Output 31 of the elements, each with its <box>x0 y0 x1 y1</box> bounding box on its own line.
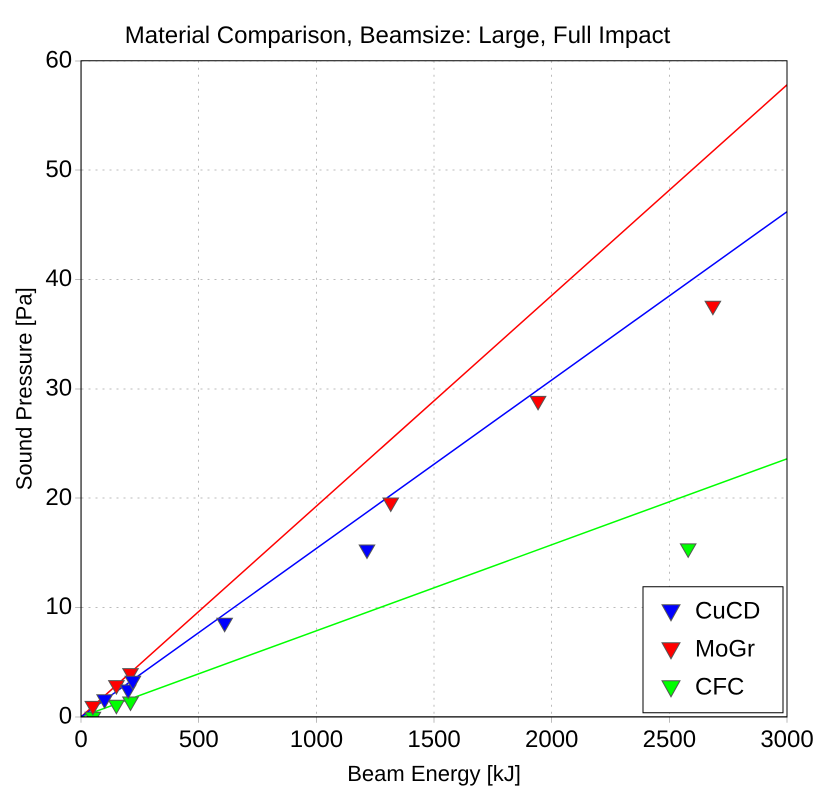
point <box>122 696 139 711</box>
point <box>382 498 400 512</box>
point <box>108 680 125 695</box>
point <box>96 694 113 709</box>
point <box>358 544 376 560</box>
point <box>108 700 125 714</box>
point <box>216 618 233 632</box>
y-tick-label: 20 <box>45 484 72 511</box>
x-tick-label: 1500 <box>407 726 461 753</box>
y-tick-label: 10 <box>45 593 72 620</box>
point <box>704 300 722 316</box>
point <box>124 676 142 690</box>
point <box>84 700 102 716</box>
x-tick-label: 3000 <box>760 726 814 753</box>
y-tick-label: 60 <box>45 46 72 74</box>
x-tick-label: 1000 <box>290 726 344 753</box>
x-axis-title: Beam Energy [kJ] <box>347 760 521 786</box>
y-axis-title: Sound Pressure [Pa] <box>11 287 36 490</box>
y-tick-label: 50 <box>45 156 72 183</box>
y-tick-label: 40 <box>45 265 72 292</box>
legend-label: CFC <box>695 673 744 700</box>
point <box>530 396 546 410</box>
x-tick-label: 2000 <box>525 726 578 753</box>
legend-label: CuCD <box>695 597 760 624</box>
chart-title: Material Comparison, Beamsize: Large, Full Impact <box>124 22 671 50</box>
y-tick-label: 0 <box>58 702 72 730</box>
x-tick-label: 500 <box>178 726 219 753</box>
legend-label: MoGr <box>695 635 756 662</box>
y-tick-label: 30 <box>45 374 72 402</box>
point <box>680 543 696 558</box>
x-tick-label: 2500 <box>642 726 696 753</box>
